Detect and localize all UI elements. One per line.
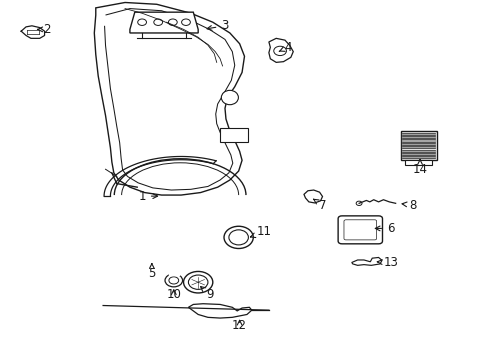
Text: 7: 7: [313, 199, 325, 212]
Text: 10: 10: [166, 288, 181, 301]
Polygon shape: [351, 257, 381, 265]
Text: 8: 8: [401, 199, 416, 212]
Circle shape: [181, 19, 190, 26]
Circle shape: [188, 275, 207, 289]
Text: 2: 2: [38, 23, 51, 36]
FancyBboxPatch shape: [400, 131, 436, 160]
Polygon shape: [188, 304, 251, 318]
Polygon shape: [304, 190, 322, 203]
Circle shape: [168, 19, 177, 26]
Circle shape: [273, 46, 286, 55]
Text: 11: 11: [250, 225, 271, 238]
Circle shape: [154, 19, 162, 26]
Text: 9: 9: [200, 287, 214, 301]
Circle shape: [164, 274, 182, 287]
Polygon shape: [268, 39, 293, 62]
Text: 3: 3: [206, 19, 228, 32]
Circle shape: [183, 271, 212, 293]
Text: 6: 6: [374, 222, 394, 235]
Text: 4: 4: [279, 41, 291, 54]
FancyBboxPatch shape: [337, 216, 382, 244]
FancyBboxPatch shape: [405, 160, 431, 165]
Circle shape: [168, 277, 178, 284]
Text: 1: 1: [138, 190, 157, 203]
Text: 14: 14: [412, 159, 427, 176]
Ellipse shape: [221, 90, 238, 105]
Ellipse shape: [224, 226, 253, 248]
Text: 13: 13: [376, 256, 397, 269]
Polygon shape: [130, 12, 198, 33]
Text: 12: 12: [232, 319, 246, 332]
Text: 5: 5: [148, 264, 155, 280]
FancyBboxPatch shape: [220, 128, 248, 142]
Circle shape: [355, 201, 361, 206]
Polygon shape: [94, 3, 244, 195]
Ellipse shape: [228, 230, 248, 245]
Circle shape: [138, 19, 146, 26]
